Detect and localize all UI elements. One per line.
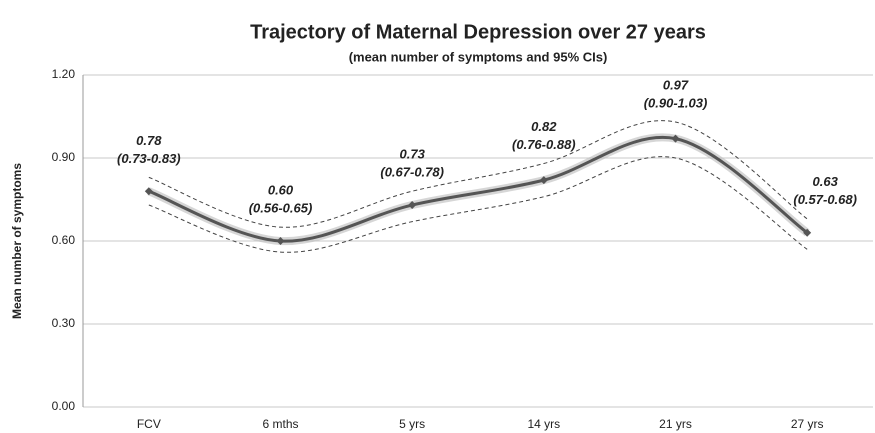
data-label: 0.82 [531,119,557,134]
marker [144,187,153,196]
x-tick-label: 5 yrs [399,417,425,431]
y-tick-label: 0.30 [52,316,76,330]
ci-label: (0.76-0.88) [512,137,576,152]
chart-title: Trajectory of Maternal Depression over 2… [250,21,706,43]
data-label: 0.60 [268,183,294,198]
ci-label: (0.90-1.03) [644,95,708,110]
x-tick-label: FCV [137,417,161,431]
line [148,135,809,243]
data-label: 0.97 [663,77,689,92]
x-tick-label: 27 yrs [791,417,824,431]
marker [408,201,417,210]
ci-upper-line [148,120,808,228]
data-label: 0.73 [400,147,426,162]
marker [276,237,285,245]
ci-label: (0.57-0.68) [793,192,857,207]
marker [803,228,812,237]
y-tick-label: 0.90 [52,150,76,164]
ci-label: (0.73-0.83) [117,151,181,166]
y-axis-label: Mean number of symptoms [10,163,24,319]
y-tick-label: 0.60 [52,233,76,247]
x-tick-label: 14 yrs [527,417,560,431]
data-label: 0.63 [813,174,839,189]
chart-subtitle: (mean number of symptoms and 95% CIs) [349,49,608,64]
x-tick-label: 21 yrs [659,417,692,431]
x-tick-label: 6 mths [262,417,298,431]
ci-lower-line [148,156,808,253]
marker [539,176,548,185]
ci-label: (0.56-0.65) [249,201,313,216]
y-tick-label: 0.00 [52,399,76,413]
data-label: 0.78 [136,133,162,148]
ci-label: (0.67-0.78) [380,165,444,180]
y-tick-label: 1.20 [52,67,76,81]
marker [671,134,680,143]
